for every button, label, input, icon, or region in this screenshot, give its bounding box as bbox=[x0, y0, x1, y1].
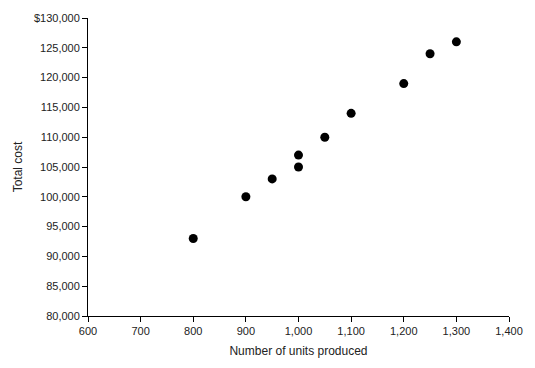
svg-text:Total cost: Total cost bbox=[11, 141, 25, 192]
svg-text:Number of units produced: Number of units produced bbox=[229, 344, 367, 358]
svg-text:$130,000: $130,000 bbox=[34, 12, 80, 24]
svg-text:90,000: 90,000 bbox=[46, 250, 80, 262]
svg-text:85,000: 85,000 bbox=[46, 280, 80, 292]
svg-text:95,000: 95,000 bbox=[46, 220, 80, 232]
svg-text:800: 800 bbox=[184, 325, 202, 337]
svg-text:900: 900 bbox=[237, 325, 255, 337]
svg-text:115,000: 115,000 bbox=[41, 101, 80, 113]
svg-text:600: 600 bbox=[79, 325, 97, 337]
svg-text:700: 700 bbox=[131, 325, 149, 337]
svg-text:1,400: 1,400 bbox=[495, 325, 523, 337]
svg-text:120,000: 120,000 bbox=[40, 71, 80, 83]
svg-text:125,000: 125,000 bbox=[40, 42, 80, 54]
svg-text:1,100: 1,100 bbox=[337, 325, 365, 337]
svg-text:105,000: 105,000 bbox=[40, 161, 80, 173]
svg-text:1,000: 1,000 bbox=[285, 325, 313, 337]
svg-text:1,200: 1,200 bbox=[390, 325, 418, 337]
svg-text:100,000: 100,000 bbox=[40, 191, 80, 203]
svg-text:110,000: 110,000 bbox=[41, 131, 80, 143]
svg-text:1,300: 1,300 bbox=[443, 325, 471, 337]
svg-text:80,000: 80,000 bbox=[46, 310, 80, 322]
